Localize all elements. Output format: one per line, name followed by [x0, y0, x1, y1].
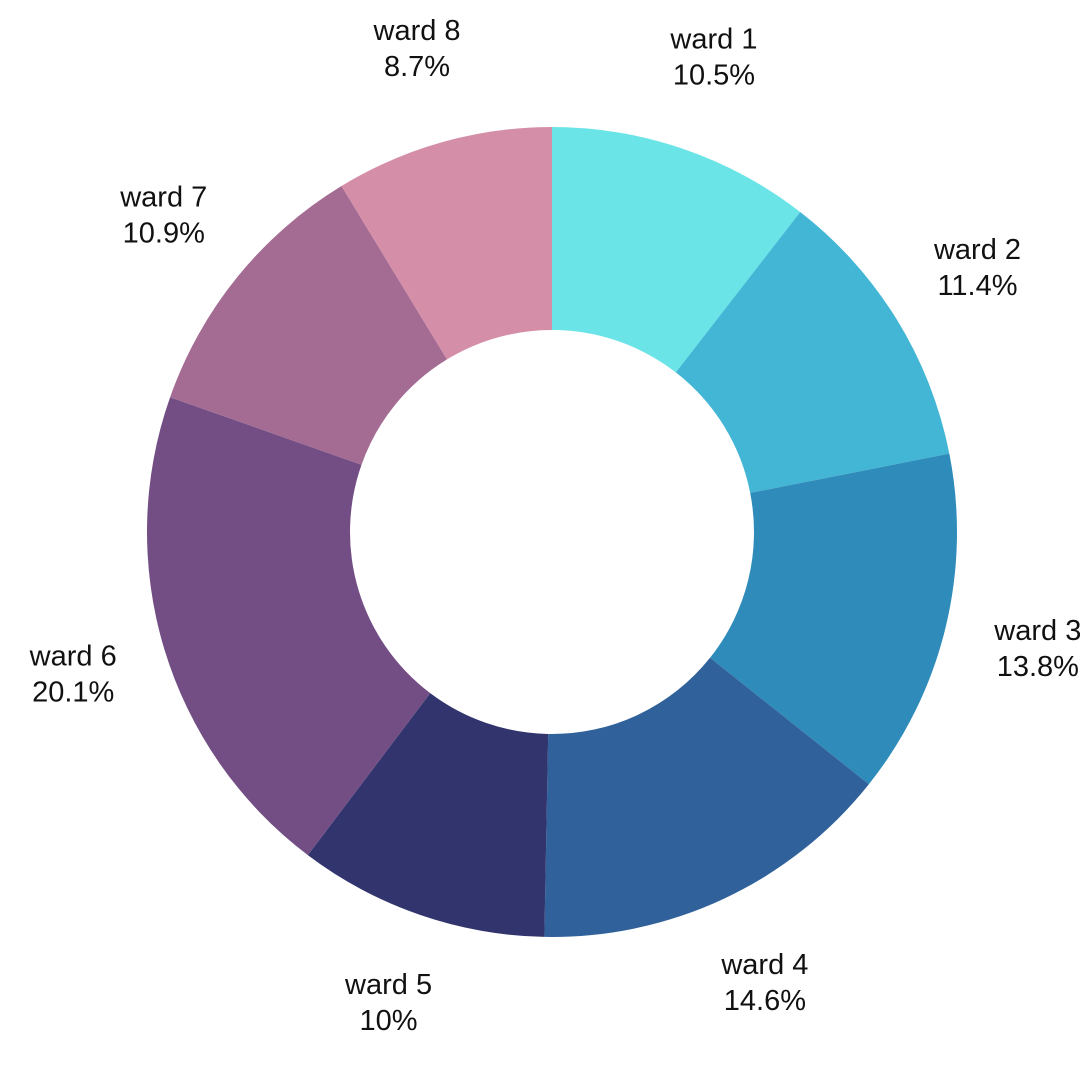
value-label-ward-2: 11.4%: [937, 270, 1017, 302]
slice-ward-1: [552, 127, 801, 373]
slice-ward-8: [341, 127, 552, 360]
category-label-ward-4: ward 4: [720, 949, 808, 981]
category-label-ward-1: ward 1: [669, 24, 757, 56]
category-label-ward-6: ward 6: [29, 641, 117, 673]
value-label-ward-3: 13.8%: [997, 651, 1079, 683]
value-label-ward-8: 8.7%: [384, 51, 450, 83]
value-label-ward-6: 20.1%: [32, 677, 114, 709]
slice-ward-7: [170, 186, 447, 465]
slice-ward-6: [146, 397, 431, 856]
slice-ward-5: [307, 693, 549, 937]
category-label-ward-8: ward 8: [373, 15, 461, 47]
value-label-ward-1: 10.5%: [673, 60, 755, 92]
slice-ward-3: [710, 453, 957, 785]
slice-ward-4: [544, 657, 869, 937]
chart-slices: [146, 127, 957, 937]
category-label-ward-7: ward 7: [119, 182, 207, 214]
slice-ward-2: [675, 211, 950, 493]
value-label-ward-5: 10%: [360, 1005, 418, 1037]
category-label-ward-3: ward 3: [993, 615, 1080, 647]
value-label-ward-7: 10.9%: [123, 218, 205, 250]
value-label-ward-4: 14.6%: [724, 985, 806, 1017]
category-label-ward-2: ward 2: [933, 234, 1021, 266]
category-label-ward-5: ward 5: [344, 969, 432, 1001]
chart-labels: ward 1 10.5% ward 2 11.4% ward 3 13.8% ward 4 1…: [29, 15, 1080, 1037]
